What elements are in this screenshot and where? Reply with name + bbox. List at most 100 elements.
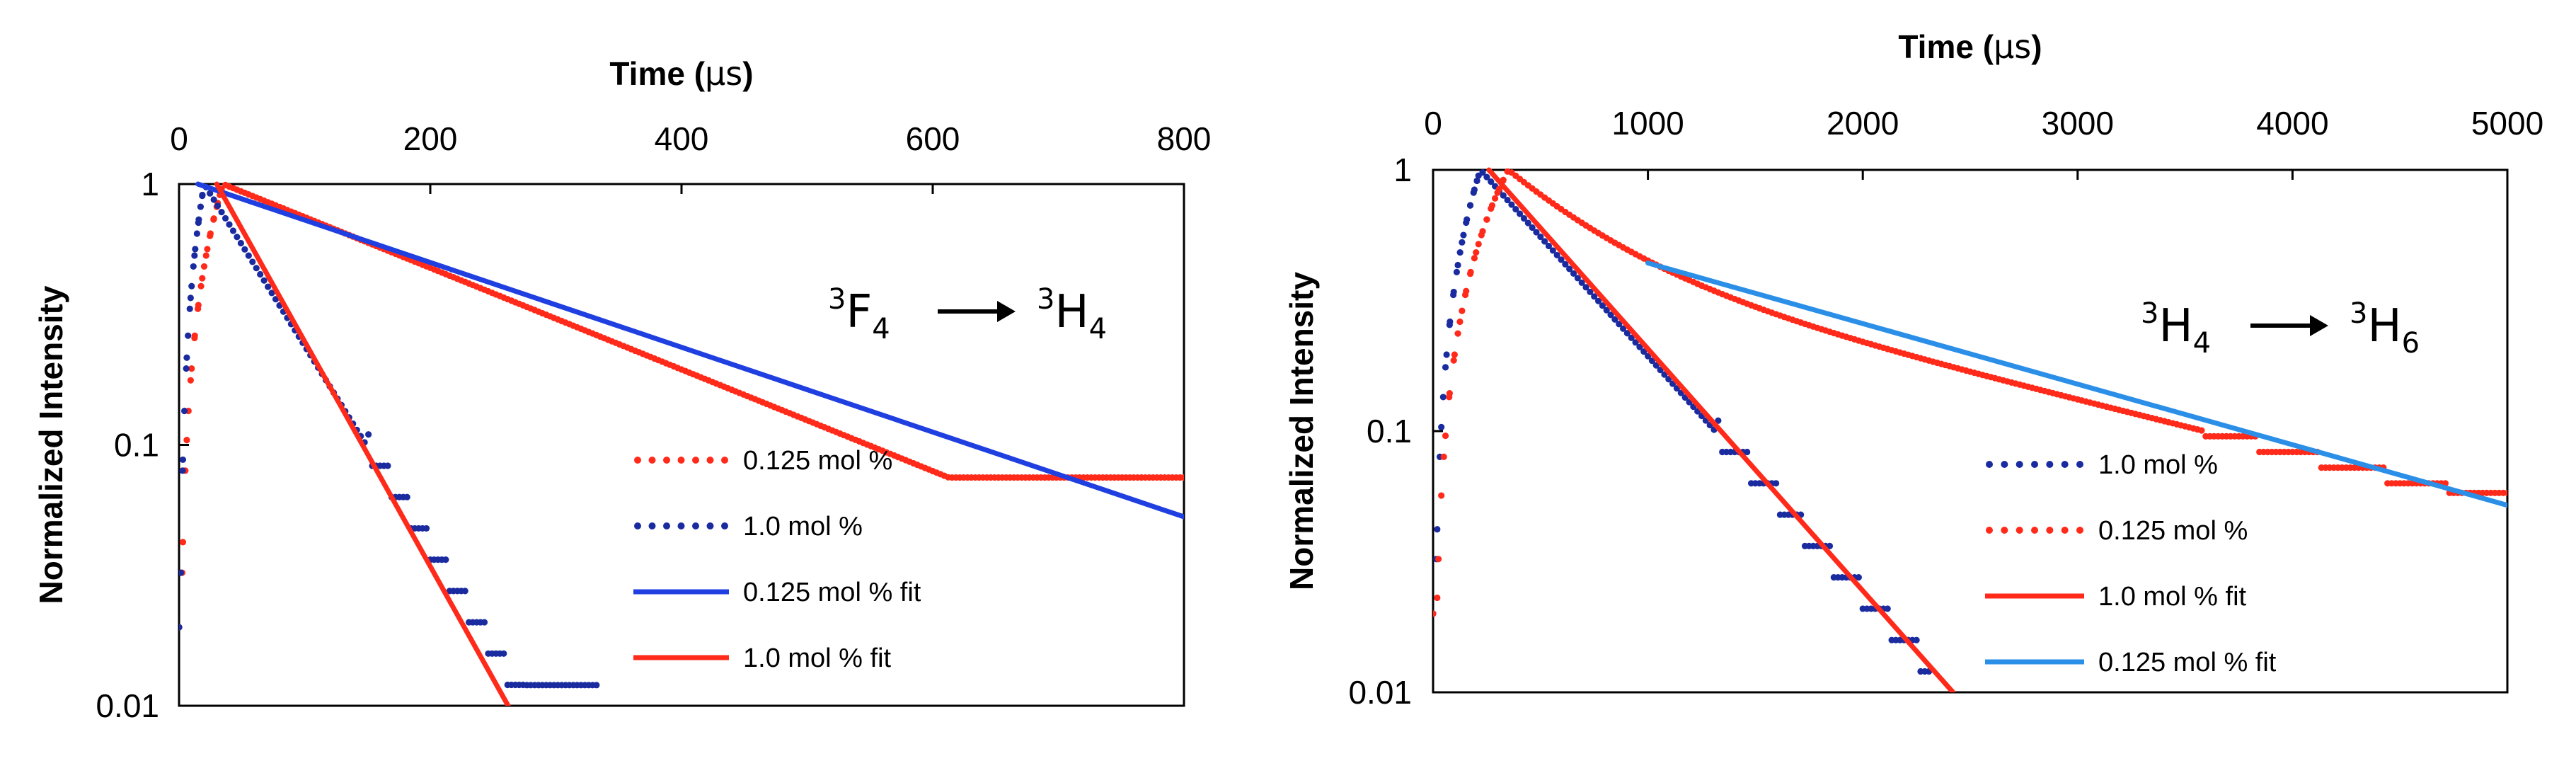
data-point	[197, 203, 205, 210]
legend: 0.125 mol % 1.0 mol % 0.125 mol % fit 1.0 m…	[633, 446, 921, 673]
data-point	[1473, 177, 1480, 185]
data-point	[1884, 605, 1891, 612]
legend-label: 1.0 mol %	[2098, 450, 2218, 480]
data-point	[1434, 556, 1442, 563]
data-point	[1454, 261, 1461, 269]
data-point	[253, 265, 260, 272]
data-point	[195, 305, 202, 312]
data-point	[1483, 216, 1490, 223]
data-point	[229, 227, 237, 234]
data-point	[1611, 316, 1618, 323]
data-point	[222, 214, 229, 222]
data-point	[1578, 279, 1585, 286]
x-tick-label: 400	[655, 120, 709, 157]
legend-swatch-dot	[2061, 527, 2069, 534]
data-point	[188, 282, 195, 290]
plot-area	[1432, 168, 2509, 694]
data-point	[1459, 307, 1466, 314]
data-point	[1524, 219, 1531, 227]
data-point	[218, 208, 225, 216]
data-point	[1623, 330, 1631, 337]
data-point	[260, 277, 268, 284]
legend-label: 0.125 mol %	[743, 446, 892, 476]
data-point	[1566, 265, 1573, 273]
x-tick-label: 2000	[1827, 105, 1899, 142]
data-series	[1433, 168, 2507, 617]
data-point	[365, 431, 372, 438]
y-axis-title: Normalized Intensity	[33, 285, 69, 604]
data-point	[1456, 248, 1464, 256]
data-point	[1433, 610, 1437, 617]
data-point	[1471, 255, 1478, 262]
x-tick-label: 0	[1424, 105, 1442, 142]
data-point	[1533, 229, 1540, 236]
data-point	[1913, 636, 1920, 643]
data-point	[195, 216, 202, 223]
arrowhead-icon	[2310, 315, 2328, 336]
data-point	[1453, 268, 1460, 276]
data-point	[202, 252, 209, 259]
legend-swatch-dot	[2016, 461, 2023, 468]
data-point	[1508, 201, 1515, 208]
transition-label: 3F4 3H4	[828, 283, 1107, 345]
data-point	[204, 246, 211, 253]
data-point	[199, 191, 206, 199]
data-point	[1607, 311, 1614, 319]
legend-swatch-dot	[2016, 527, 2023, 534]
x-axis-title: Time (μs)	[609, 55, 753, 93]
data-point	[1591, 293, 1598, 300]
transition-from: 3H4	[2141, 297, 2211, 360]
data-point	[1529, 224, 1536, 231]
legend-swatch-dot	[706, 457, 714, 464]
data-point	[1558, 256, 1565, 263]
legend-label: 1.0 mol % fit	[2098, 582, 2247, 612]
data-point	[214, 202, 222, 210]
data-point	[1434, 594, 1441, 602]
data-point	[210, 196, 217, 203]
x-tick-label: 200	[403, 120, 458, 157]
data-point	[268, 290, 275, 297]
transition-to: 3H6	[2350, 297, 2420, 360]
data-point	[1512, 205, 1519, 213]
data-point	[1619, 325, 1627, 332]
data-point	[1450, 357, 1457, 364]
data-point	[1537, 233, 1544, 241]
data-point	[1587, 288, 1594, 295]
legend-swatch-dot	[692, 522, 699, 529]
data-point	[1562, 260, 1569, 268]
legend-swatch-dot	[2001, 527, 2008, 534]
data-point	[481, 619, 488, 626]
legend-label: 0.125 mol % fit	[743, 578, 921, 607]
x-tick-label: 3000	[2042, 105, 2114, 142]
data-point	[179, 539, 187, 546]
data-point	[257, 270, 264, 278]
data-point	[1450, 291, 1457, 299]
data-point	[1473, 248, 1480, 256]
legend-swatch-dot	[2076, 461, 2083, 468]
data-point	[1520, 214, 1528, 222]
data-point	[1715, 417, 1722, 424]
x-tick-label: 4000	[2256, 105, 2328, 142]
data-point	[1478, 231, 1485, 239]
data-point	[1475, 241, 1482, 248]
data-point	[1488, 202, 1496, 209]
legend-label: 0.125 mol %	[2098, 516, 2248, 546]
data-point	[193, 230, 200, 237]
data-point	[187, 377, 194, 384]
data-point	[199, 275, 206, 282]
y-tick-label: 1	[1393, 151, 1412, 188]
data-point	[500, 650, 507, 657]
data-point	[1574, 275, 1581, 282]
y-tick-label: 0.01	[1348, 674, 1412, 711]
x-tick-label: 5000	[2471, 105, 2543, 142]
data-point	[1632, 339, 1639, 346]
x-tick-label: 600	[906, 120, 960, 157]
data-point	[187, 294, 194, 302]
arrowhead-icon	[997, 301, 1016, 322]
data-point	[179, 569, 185, 576]
data-point	[188, 365, 195, 372]
x-tick-label: 1000	[1611, 105, 1684, 142]
data-point	[1504, 196, 1511, 204]
data-point	[234, 234, 241, 241]
data-point	[1442, 364, 1449, 371]
